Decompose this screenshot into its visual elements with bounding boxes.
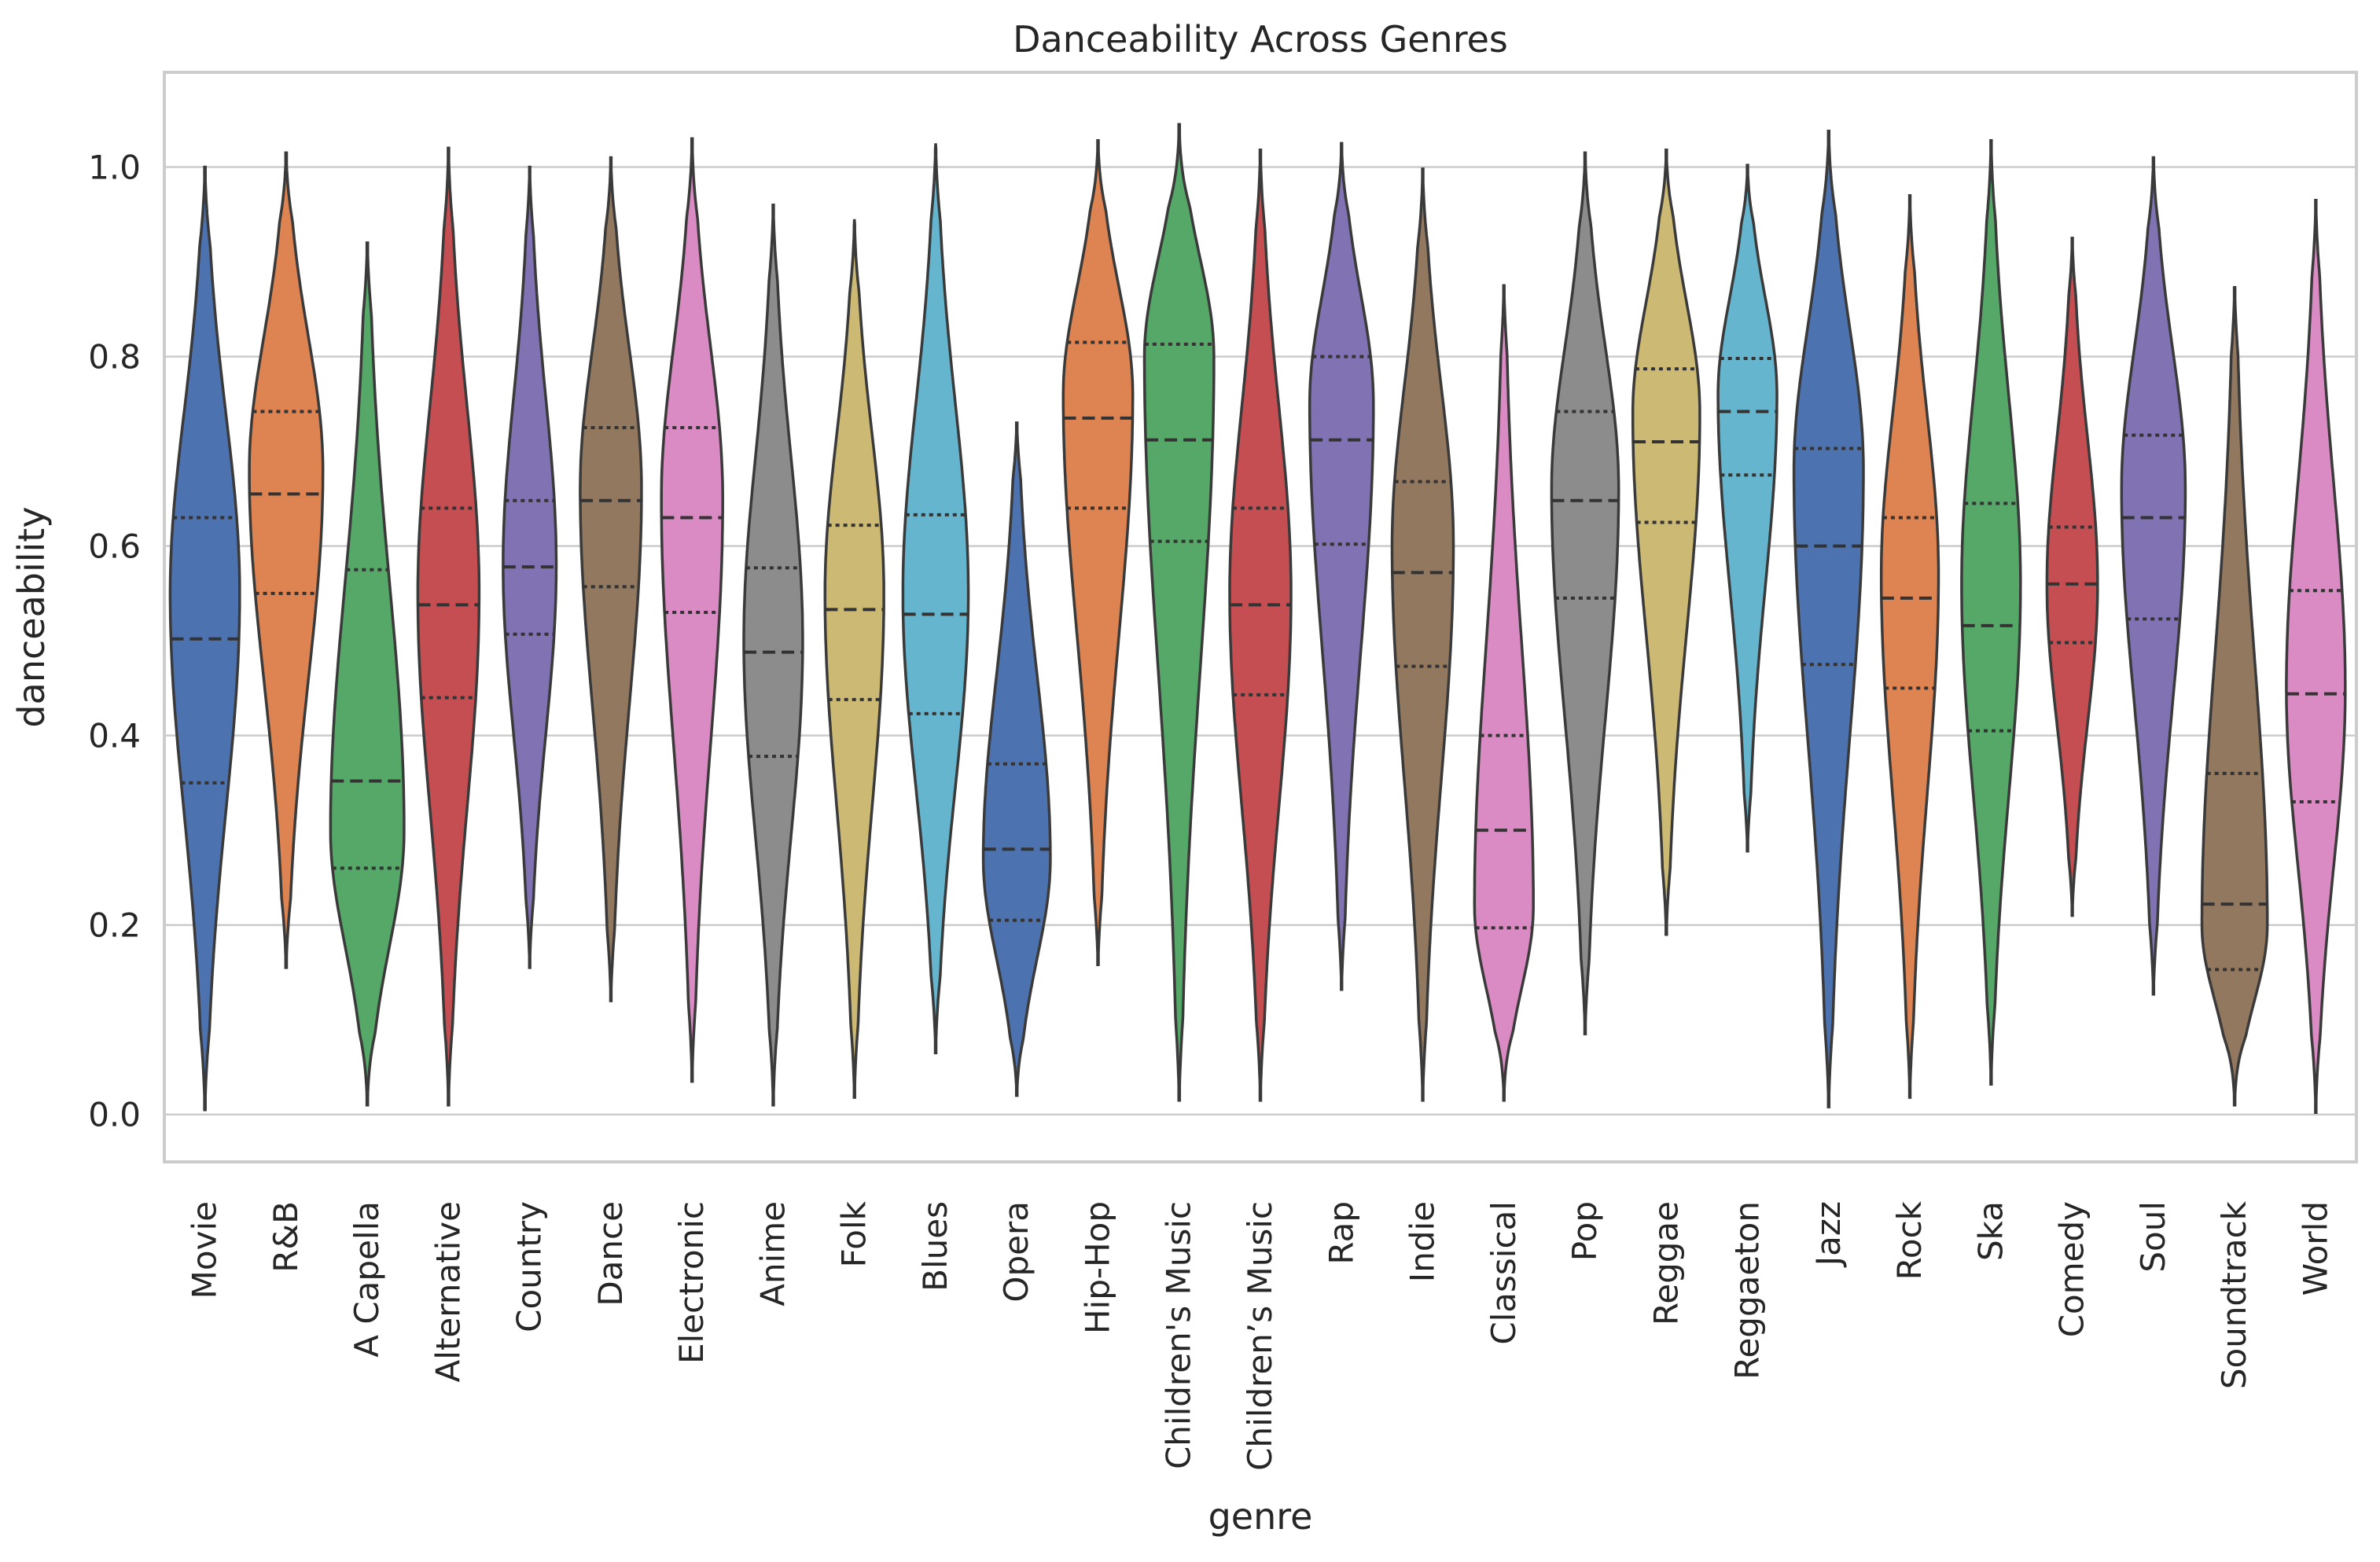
x-tick-label: Pop bbox=[1565, 1201, 1604, 1261]
x-tick-label: Comedy bbox=[2053, 1201, 2091, 1337]
violin-Country bbox=[502, 165, 558, 969]
plot-frame bbox=[163, 71, 2358, 1163]
violin-Blues bbox=[901, 143, 970, 1055]
x-tick-label: Classical bbox=[1484, 1201, 1523, 1345]
violin-body bbox=[1142, 123, 1216, 1102]
y-tick-label: 0.4 bbox=[88, 717, 141, 755]
violin-World bbox=[2285, 198, 2347, 1115]
x-tick-label: Jazz bbox=[1809, 1201, 1848, 1268]
violin-Indie bbox=[1390, 167, 1455, 1102]
x-tick-label: Electronic bbox=[672, 1201, 711, 1364]
violin-body bbox=[823, 219, 885, 1099]
violin-body bbox=[2045, 237, 2099, 917]
x-axis-title: genre bbox=[1208, 1495, 1313, 1538]
x-tick-label: Movie bbox=[186, 1201, 224, 1299]
x-tick-label: A Capella bbox=[348, 1201, 386, 1358]
x-tick-label: Rock bbox=[1890, 1200, 1929, 1280]
y-axis-title: danceability bbox=[10, 506, 53, 727]
violin-Opera bbox=[981, 421, 1052, 1097]
y-tick-label: 0.8 bbox=[88, 338, 141, 377]
violin-body bbox=[2200, 285, 2269, 1107]
y-axis-ticks: 0.0 0.2 0.4 0.6 0.8 1.0 bbox=[88, 149, 141, 1134]
violin-Dance bbox=[579, 156, 643, 1002]
violin-Comedy bbox=[2045, 237, 2099, 917]
violins bbox=[168, 123, 2347, 1115]
chart-title: Danceability Across Genres bbox=[1013, 18, 1508, 61]
x-tick-label: Reggaeton bbox=[1728, 1201, 1767, 1380]
violin-body bbox=[168, 165, 241, 1112]
x-tick-label: Blues bbox=[916, 1201, 955, 1292]
violin-body bbox=[1631, 149, 1701, 936]
violin-Soundtrack bbox=[2200, 285, 2269, 1107]
x-tick-label: Children’s Music bbox=[1241, 1201, 1279, 1471]
violin-body bbox=[1716, 164, 1779, 853]
x-axis-ticks: Movie R&B A Capella Alternative Country Dance… bbox=[186, 1200, 2335, 1471]
violin-Hip-Hop bbox=[1061, 139, 1135, 967]
y-tick-label: 1.0 bbox=[88, 149, 141, 187]
x-tick-label: Reggae bbox=[1646, 1201, 1685, 1325]
violin-body bbox=[660, 137, 724, 1083]
violin-Children’s Music bbox=[1228, 149, 1293, 1102]
x-tick-label: Alternative bbox=[429, 1201, 467, 1382]
violin-body bbox=[329, 241, 406, 1107]
violin-body bbox=[248, 151, 325, 969]
violin-Electronic bbox=[660, 137, 724, 1083]
violin-Reggae bbox=[1631, 149, 1701, 936]
x-tick-label: Opera bbox=[997, 1201, 1036, 1303]
violin-Classical bbox=[1473, 284, 1535, 1102]
y-tick-label: 0.0 bbox=[88, 1096, 141, 1134]
violin-body bbox=[1473, 284, 1535, 1102]
violin-body bbox=[416, 146, 481, 1107]
violin-Alternative bbox=[416, 146, 481, 1107]
x-tick-label: Country bbox=[510, 1201, 549, 1332]
violin-body bbox=[1960, 139, 2022, 1086]
violin-body bbox=[1061, 139, 1135, 967]
violin-body bbox=[1390, 167, 1455, 1102]
violin-Rock bbox=[1879, 193, 1940, 1099]
y-tick-label: 0.2 bbox=[88, 906, 141, 945]
violin-body bbox=[1228, 149, 1293, 1102]
x-tick-label: Anime bbox=[753, 1201, 792, 1307]
violin-body bbox=[1308, 141, 1375, 991]
x-tick-label: Folk bbox=[835, 1200, 874, 1267]
violin-R&B bbox=[248, 151, 325, 969]
x-tick-label: Hip-Hop bbox=[1078, 1201, 1116, 1334]
x-tick-label: Indie bbox=[1403, 1201, 1442, 1282]
violin-Soul bbox=[2120, 156, 2187, 996]
violin-body bbox=[2285, 198, 2347, 1115]
violin-Anime bbox=[742, 203, 804, 1107]
x-tick-label: Dance bbox=[591, 1201, 630, 1307]
violin-body bbox=[2120, 156, 2187, 996]
x-tick-label: Ska bbox=[1971, 1201, 2010, 1261]
x-tick-label: Children's Music bbox=[1160, 1201, 1198, 1469]
x-tick-label: World bbox=[2296, 1201, 2334, 1296]
violin-A Capella bbox=[329, 241, 406, 1107]
x-tick-label: Soul bbox=[2134, 1201, 2172, 1273]
violin-Movie bbox=[168, 165, 241, 1112]
violin-body bbox=[1879, 193, 1940, 1099]
violin-Folk bbox=[823, 219, 885, 1099]
violin-Pop bbox=[1550, 151, 1620, 1036]
violin-body bbox=[1550, 151, 1620, 1036]
violin-body bbox=[1792, 129, 1865, 1108]
x-tick-label: Rap bbox=[1322, 1201, 1360, 1265]
violin-Ska bbox=[1960, 139, 2022, 1086]
y-tick-label: 0.6 bbox=[88, 527, 141, 566]
x-tick-label: R&B bbox=[267, 1201, 305, 1273]
violin-body bbox=[901, 143, 970, 1055]
violin-Rap bbox=[1308, 141, 1375, 991]
x-tick-label: Soundtrack bbox=[2215, 1200, 2253, 1389]
violin-Jazz bbox=[1792, 129, 1865, 1108]
violin-body bbox=[742, 203, 804, 1107]
violin-body bbox=[579, 156, 643, 1002]
violin-Reggaeton bbox=[1716, 164, 1779, 853]
violin-Children's Music bbox=[1142, 123, 1216, 1102]
violin-body bbox=[981, 421, 1052, 1097]
